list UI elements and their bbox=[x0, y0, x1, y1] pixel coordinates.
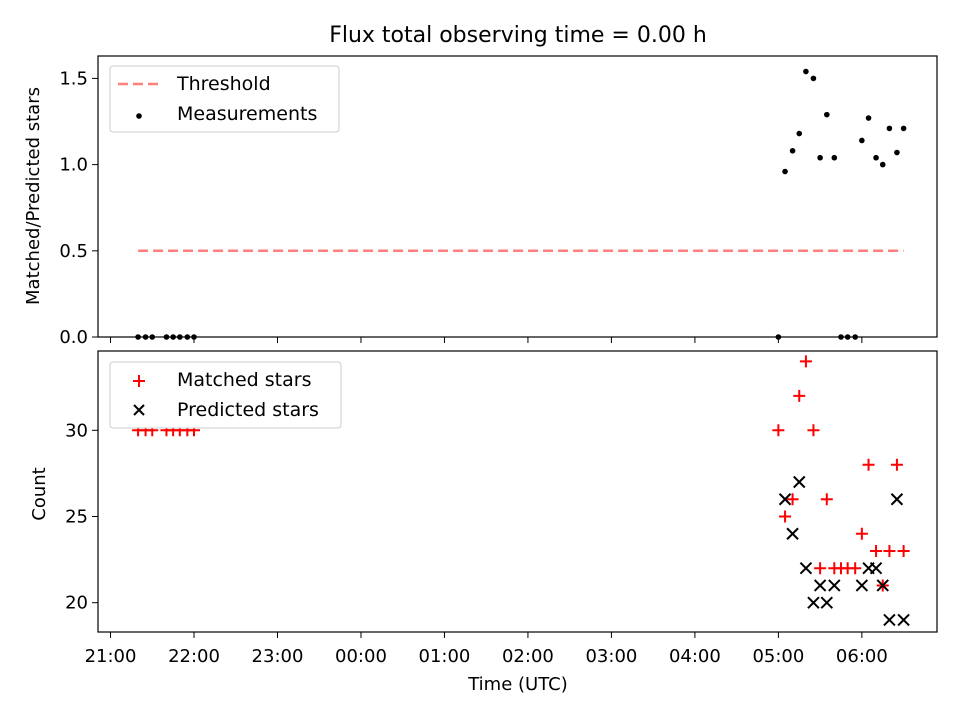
ratio-y-tick-label: 1.0 bbox=[59, 155, 88, 176]
count-panel-frame bbox=[97, 350, 938, 633]
x-tick-label: 00:00 bbox=[335, 646, 387, 667]
matched-stars-point bbox=[862, 458, 875, 471]
measurements-legend-swatch bbox=[136, 113, 142, 119]
measurements-point bbox=[170, 334, 176, 340]
matched-stars-point bbox=[820, 493, 833, 506]
matched-stars-point bbox=[779, 510, 792, 523]
measurements-point bbox=[886, 125, 893, 132]
predicted-stars-point bbox=[890, 493, 904, 506]
predicted-stars-point bbox=[820, 596, 834, 609]
measurements-point bbox=[873, 154, 879, 161]
predicted-stars-point bbox=[813, 579, 827, 592]
count-y-tick-label: 20 bbox=[65, 593, 88, 614]
measurements-point bbox=[803, 68, 809, 75]
predicted-stars-point bbox=[869, 562, 883, 575]
predicted-legend-swatch bbox=[133, 404, 145, 416]
measurements-legend-label: Measurements bbox=[177, 103, 317, 125]
matched-stars-point bbox=[793, 389, 806, 402]
count-panel: 21:00 22:00 23:00 00:00 01:00 02:00 03:00 04:00… bbox=[29, 350, 938, 695]
matched-stars-point bbox=[786, 493, 799, 506]
measurements-point bbox=[824, 111, 830, 118]
ratio-legend: Threshold Measurements bbox=[109, 65, 340, 133]
count-y-tick-label: 30 bbox=[65, 420, 88, 441]
predicted-stars-point bbox=[897, 613, 910, 627]
count-legend-box bbox=[109, 361, 342, 429]
ratio-legend-box bbox=[109, 65, 340, 133]
matched-stars-point bbox=[772, 424, 785, 437]
measurements-point bbox=[844, 334, 851, 340]
ratio-panel: 0.0 0.5 1.0 1.5 Matched/Predicted stars Thr… bbox=[23, 55, 938, 348]
matched-stars-point bbox=[870, 544, 883, 557]
measurements-point bbox=[900, 125, 907, 132]
matched-legend-label: Matched stars bbox=[177, 369, 311, 391]
measurements-point bbox=[177, 334, 183, 340]
x-tick-label: 06:00 bbox=[836, 646, 888, 667]
matched-stars-point bbox=[799, 355, 812, 368]
predicted-stars-point bbox=[786, 527, 799, 540]
predicted-stars-point bbox=[883, 613, 896, 627]
measurements-point bbox=[852, 334, 858, 340]
x-tick-label: 03:00 bbox=[585, 646, 637, 667]
measurements-point bbox=[163, 334, 170, 340]
predicted-stars-point bbox=[876, 579, 889, 592]
x-tick-label: 21:00 bbox=[85, 646, 137, 667]
count-x-label: Time (UTC) bbox=[467, 674, 568, 695]
threshold-legend-label: Threshold bbox=[176, 73, 271, 95]
matched-stars-point bbox=[890, 458, 903, 471]
predicted-stars-point bbox=[793, 475, 806, 489]
measurements-point bbox=[796, 130, 803, 137]
count-y-label: Count bbox=[29, 467, 50, 520]
x-tick-label: 04:00 bbox=[669, 646, 721, 667]
matched-stars-point bbox=[855, 527, 868, 540]
measurements-point bbox=[865, 115, 872, 121]
measurements-point bbox=[149, 334, 156, 340]
predicted-stars-point bbox=[799, 562, 813, 575]
x-tick-label: 02:00 bbox=[502, 646, 554, 667]
chart-title: Flux total observing time = 0.00 h bbox=[329, 23, 707, 48]
ratio-y-tick-label: 0.0 bbox=[59, 327, 88, 348]
matched-stars-point bbox=[807, 424, 820, 437]
matched-stars-point bbox=[849, 562, 862, 575]
matched-stars-point bbox=[814, 562, 827, 575]
predicted-legend-label: Predicted stars bbox=[177, 399, 319, 421]
measurements-point bbox=[135, 334, 141, 340]
x-tick-label: 23:00 bbox=[252, 646, 304, 667]
measurements-point bbox=[789, 148, 796, 154]
measurements-point bbox=[184, 334, 191, 340]
measurements-point bbox=[838, 334, 844, 340]
ratio-y-label: Matched/Predicted stars bbox=[23, 87, 44, 305]
measurements-point bbox=[817, 154, 823, 161]
matched-stars-point bbox=[897, 544, 910, 557]
ratio-panel-frame bbox=[97, 55, 938, 338]
measurements-point bbox=[894, 149, 900, 156]
ratio-y-tick-label: 0.5 bbox=[59, 241, 88, 262]
predicted-stars-point bbox=[778, 493, 792, 506]
matched-stars-point bbox=[883, 544, 896, 557]
x-tick-label: 01:00 bbox=[419, 646, 471, 667]
measurements-point bbox=[831, 154, 838, 161]
measurements-point bbox=[782, 168, 788, 175]
measurements-point bbox=[879, 161, 886, 168]
predicted-stars-point bbox=[828, 579, 841, 592]
count-y-tick-label: 25 bbox=[65, 506, 88, 527]
measurements-point bbox=[859, 137, 865, 144]
ratio-y-tick-label: 1.5 bbox=[59, 68, 88, 89]
measurements-point bbox=[810, 75, 817, 82]
predicted-stars-point bbox=[807, 596, 820, 609]
count-legend: Matched stars Predicted stars bbox=[109, 361, 342, 429]
measurements-point bbox=[142, 334, 149, 340]
matched-legend-swatch bbox=[133, 375, 145, 387]
x-tick-label: 05:00 bbox=[752, 646, 804, 667]
predicted-stars-point bbox=[855, 579, 869, 592]
x-tick-label: 22:00 bbox=[168, 646, 220, 667]
